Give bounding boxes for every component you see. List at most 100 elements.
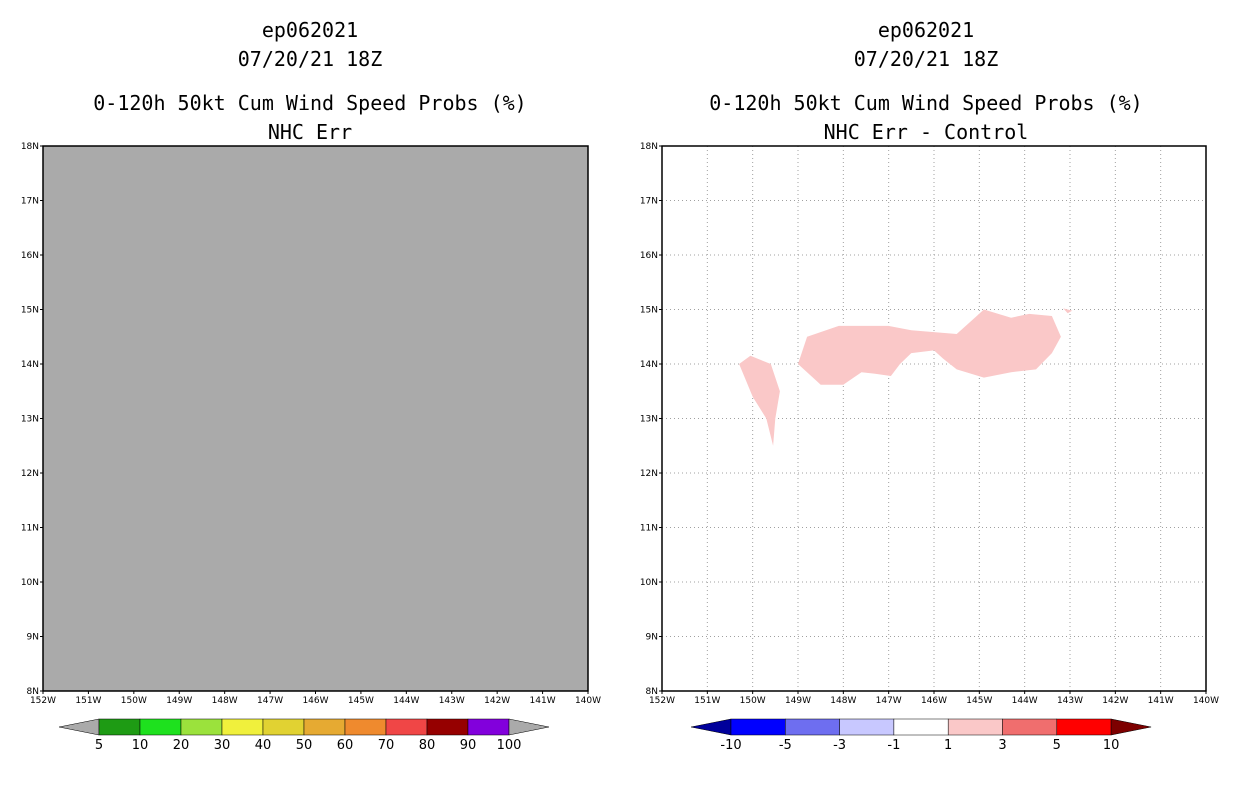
right-lat-tick-label: 12N <box>640 469 658 479</box>
left-lon-tick-label: 143W <box>439 696 465 706</box>
left-colorbar-swatch <box>221 718 264 736</box>
right-lon-tick-label: 142W <box>1102 696 1128 706</box>
left-lon-tick-label: 141W <box>530 696 556 706</box>
right-lat-tick-label: 16N <box>640 251 658 261</box>
left-colorbar-label: 100 <box>497 738 522 753</box>
right-lat-tick-label: 9N <box>646 633 658 643</box>
left-title-product: 0-120h 50kt Cum Wind Speed Probs (%) <box>93 91 527 115</box>
right-lat-tick-label: 18N <box>640 142 658 152</box>
left-colorbar-label: 10 <box>132 738 149 753</box>
right-colorbar-swatch <box>893 718 949 736</box>
left-title-storm-id: ep062021 <box>261 18 359 42</box>
left-colorbar-swatch <box>139 718 182 736</box>
right-lon-tick-label: 151W <box>694 696 720 706</box>
right-lat-tick-label: 8N <box>646 687 658 697</box>
right-title-datetime: 07/20/21 18Z <box>853 47 999 71</box>
left-lon-tick-label: 150W <box>121 696 147 706</box>
right-lon-tick-label: 145W <box>966 696 992 706</box>
left-lon-tick-label: 147W <box>257 696 283 706</box>
right-colorbar-swatch <box>785 718 840 736</box>
left-lat-tick-label: 9N <box>27 633 39 643</box>
left-colorbar-swatch <box>344 718 387 736</box>
left-colorbar-label: 5 <box>95 738 103 753</box>
right-colorbar-label: -10 <box>720 738 741 753</box>
left-lon-tick-label: 146W <box>302 696 328 706</box>
left-lat-tick-label: 17N <box>21 197 39 207</box>
left-colorbar-label: 50 <box>296 738 313 753</box>
right-lon-tick-label: 152W <box>649 696 675 706</box>
left-lon-tick-label: 148W <box>212 696 238 706</box>
left-colorbar-label: 40 <box>255 738 272 753</box>
right-colorbar-high-arrow <box>1110 718 1152 736</box>
left-lat-tick-label: 12N <box>21 469 39 479</box>
left-lat-tick-label: 10N <box>21 578 39 588</box>
right-lat-tick-label: 13N <box>640 415 658 425</box>
left-lat-tick-label: 13N <box>21 415 39 425</box>
left-colorbar-label: 90 <box>460 738 477 753</box>
right-lon-tick-label: 143W <box>1057 696 1083 706</box>
left-colorbar-label: 60 <box>337 738 354 753</box>
left-colorbar-low-arrow <box>58 718 100 736</box>
left-map-background <box>43 146 588 691</box>
left-colorbar-label: 70 <box>378 738 395 753</box>
left-colorbar-swatch <box>98 718 141 736</box>
right-lon-tick-label: 150W <box>740 696 766 706</box>
right-colorbar-swatch <box>1056 718 1112 736</box>
right-colorbar-label: 1 <box>944 738 952 753</box>
right-colorbar-swatch <box>1002 718 1058 736</box>
left-colorbar-high-arrow <box>508 718 550 736</box>
right-colorbar-label: -1 <box>887 738 900 753</box>
right-lat-tick-label: 17N <box>640 197 658 207</box>
right-contour-main-band <box>798 309 1061 385</box>
right-lon-tick-label: 144W <box>1012 696 1038 706</box>
left-lat-tick-label: 8N <box>27 687 39 697</box>
right-title-subtitle: NHC Err - Control <box>823 120 1029 144</box>
left-colorbar-swatch <box>385 718 428 736</box>
left-colorbar-swatch <box>180 718 223 736</box>
left-lat-tick-label: 15N <box>21 306 39 316</box>
right-colorbar-label: -3 <box>833 738 846 753</box>
right-lat-tick-label: 11N <box>640 524 658 534</box>
left-lon-tick-label: 151W <box>75 696 101 706</box>
right-title-product: 0-120h 50kt Cum Wind Speed Probs (%) <box>709 91 1143 115</box>
left-colorbar-label: 80 <box>419 738 436 753</box>
left-title-datetime: 07/20/21 18Z <box>237 47 383 71</box>
left-colorbar-swatch <box>467 718 510 736</box>
left-lon-tick-label: 142W <box>484 696 510 706</box>
left-colorbar-label: 30 <box>214 738 231 753</box>
left-lat-tick-label: 18N <box>21 142 39 152</box>
right-lat-tick-label: 14N <box>640 360 658 370</box>
right-colorbar-label: -5 <box>779 738 792 753</box>
left-lon-tick-label: 149W <box>166 696 192 706</box>
left-title-subtitle: NHC Err <box>267 120 353 144</box>
left-colorbar-swatch <box>426 718 469 736</box>
left-lat-tick-label: 14N <box>21 360 39 370</box>
right-lon-tick-label: 147W <box>876 696 902 706</box>
right-lon-tick-label: 149W <box>785 696 811 706</box>
right-colorbar-swatch <box>839 718 895 736</box>
left-lon-tick-label: 152W <box>30 696 56 706</box>
right-contour-east-speck <box>1063 308 1073 314</box>
right-lon-tick-label: 140W <box>1193 696 1219 706</box>
right-lon-tick-label: 146W <box>921 696 947 706</box>
right-lon-tick-label: 141W <box>1148 696 1174 706</box>
left-colorbar-label: 20 <box>173 738 190 753</box>
right-contour-west-blob <box>739 355 780 446</box>
left-lon-tick-label: 144W <box>393 696 419 706</box>
right-lon-tick-label: 148W <box>830 696 856 706</box>
right-lat-tick-label: 15N <box>640 306 658 316</box>
right-colorbar-label: 3 <box>998 738 1006 753</box>
right-colorbar-label: 10 <box>1103 738 1120 753</box>
left-colorbar-swatch <box>262 718 305 736</box>
right-lat-tick-label: 10N <box>640 578 658 588</box>
left-lat-tick-label: 16N <box>21 251 39 261</box>
left-lon-tick-label: 145W <box>348 696 374 706</box>
right-colorbar-swatch <box>730 718 786 736</box>
left-lat-tick-label: 11N <box>21 524 39 534</box>
right-colorbar-low-arrow <box>690 718 732 736</box>
right-colorbar-label: 5 <box>1053 738 1061 753</box>
right-colorbar-swatch <box>947 718 1003 736</box>
right-title-storm-id: ep062021 <box>877 18 975 42</box>
left-lon-tick-label: 140W <box>575 696 601 706</box>
